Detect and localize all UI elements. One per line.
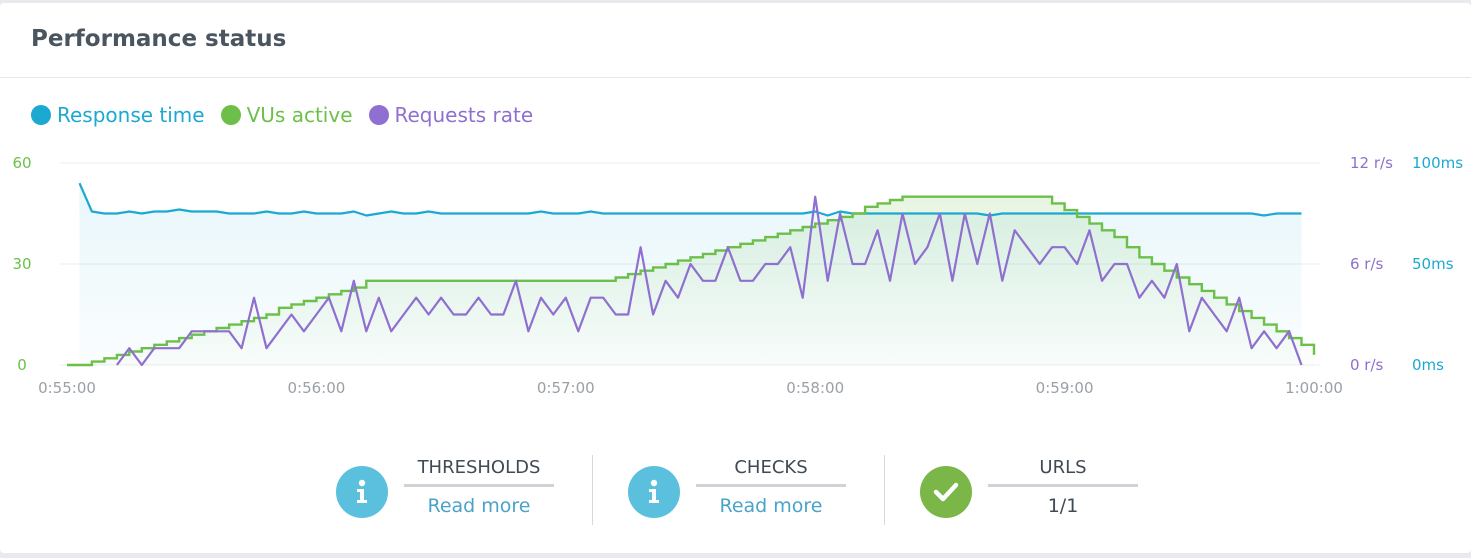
legend-label-requests-rate: Requests rate	[394, 103, 534, 127]
y-tick-requests: 12 r/s	[1350, 154, 1393, 172]
checks-read-more-link[interactable]: Read more	[719, 495, 823, 517]
checks-rule	[696, 484, 846, 487]
urls-rule	[988, 484, 1138, 487]
thresholds-read-more-link[interactable]: Read more	[427, 495, 531, 517]
legend-dot-vus-active	[220, 105, 241, 125]
performance-chart: 0 30 60 0 r/s 6 r/s 12 r/s 0ms 50ms 100ms 0:55:00…	[12, 154, 1463, 397]
panel-header: Performance status	[0, 3, 1471, 78]
y-tick-vus: 60	[12, 154, 31, 172]
legend-dot-requests-rate	[368, 105, 389, 125]
chart-legend: Response time VUs active Requests rate	[31, 103, 533, 127]
summary-divider	[884, 455, 885, 525]
response-time-line	[78, 182, 1302, 217]
x-tick: 0:57:00	[537, 379, 595, 397]
vus-active-area	[67, 196, 1314, 365]
urls-label: URLS	[1039, 457, 1087, 478]
summary-divider	[592, 455, 593, 525]
info-icon	[628, 466, 680, 518]
checks-label: CHECKS	[734, 457, 808, 478]
x-tick: 0:59:00	[1036, 379, 1094, 397]
y-tick-vus: 30	[12, 255, 31, 273]
summary-bar: THRESHOLDS Read more CHECKS Read more	[336, 451, 1146, 531]
legend-label-response-time: Response time	[57, 103, 205, 127]
thresholds-rule	[404, 484, 554, 487]
urls-value: 1/1	[1047, 495, 1079, 517]
y-tick-requests: 6 r/s	[1350, 255, 1384, 273]
y-tick-response: 100ms	[1412, 154, 1463, 172]
legend-item-requests-rate[interactable]: Requests rate	[368, 103, 534, 127]
legend-item-response-time[interactable]: Response time	[31, 103, 205, 127]
x-tick: 1:00:00	[1285, 379, 1343, 397]
check-icon	[920, 466, 972, 518]
legend-item-vus-active[interactable]: VUs active	[220, 103, 353, 127]
performance-status-panel: Performance status Response time VUs act…	[0, 3, 1471, 553]
y-tick-vus: 0	[17, 356, 27, 374]
y-tick-response: 50ms	[1412, 255, 1454, 273]
legend-dot-response-time	[31, 105, 51, 125]
panel-title: Performance status	[31, 26, 287, 52]
thresholds-label: THRESHOLDS	[417, 457, 541, 478]
y-tick-requests: 0 r/s	[1350, 356, 1384, 374]
y-tick-response: 0ms	[1412, 356, 1444, 374]
requests-rate-line	[116, 195, 1303, 367]
legend-label-vus-active: VUs active	[246, 103, 353, 127]
x-tick: 0:56:00	[287, 379, 345, 397]
x-tick: 0:55:00	[38, 379, 96, 397]
x-tick: 0:58:00	[786, 379, 844, 397]
info-icon	[336, 466, 388, 518]
vus-active-line	[67, 195, 1316, 367]
